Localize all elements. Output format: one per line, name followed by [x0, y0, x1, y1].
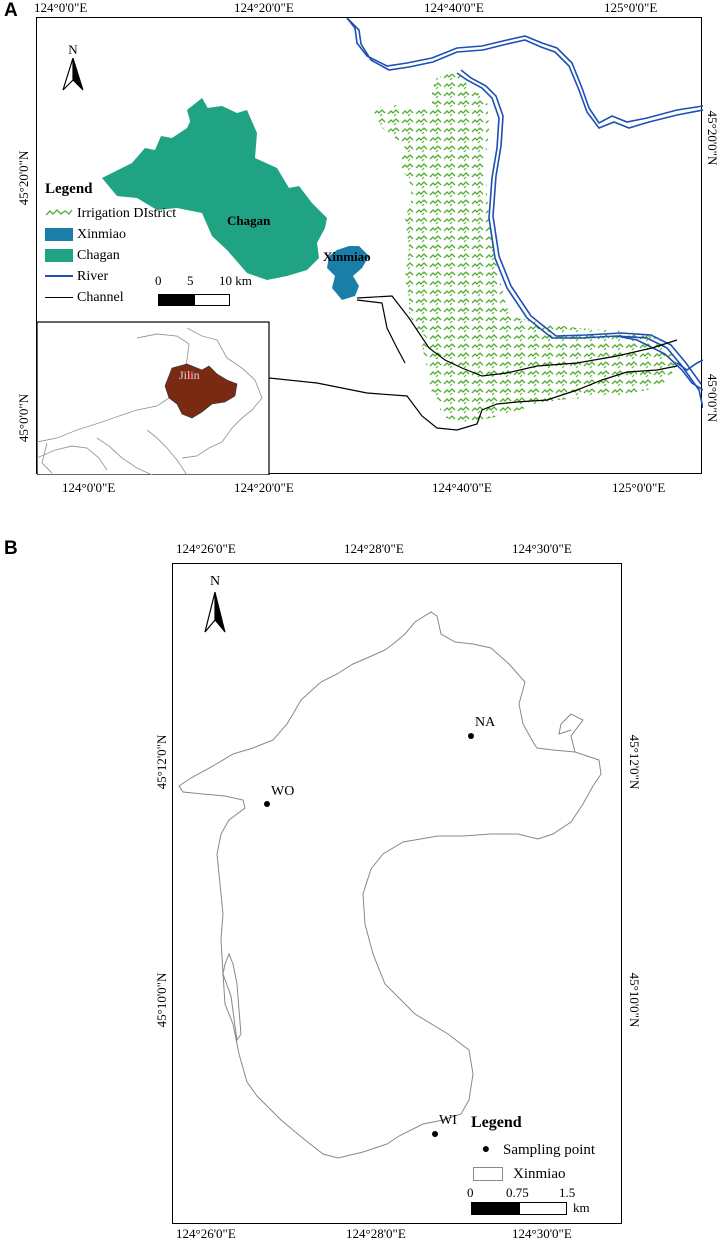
legend-label: Channel: [77, 290, 124, 305]
legend-item-sampling: ● Sampling point: [473, 1141, 595, 1159]
legend-label: River: [77, 269, 109, 284]
legend-label: Xinmiao: [77, 227, 126, 242]
chagan-lake: [227, 163, 237, 176]
legend-label: Chagan: [77, 248, 120, 263]
sampling-point-na: [468, 733, 474, 739]
map-b-frame: NA WO WI N Legend ● Sampling point Xinmi…: [172, 563, 622, 1224]
chagan-lake: [232, 118, 242, 130]
legend-title: Legend: [471, 1114, 522, 1131]
jilin-province: [164, 363, 238, 419]
sampling-point-wi: [432, 1131, 438, 1137]
xinmiao-outline: [558, 713, 584, 753]
chagan-label: Chagan: [227, 213, 271, 228]
inset-frame: [37, 321, 270, 475]
river-lines: [346, 18, 703, 409]
irrigation-district: [372, 73, 677, 422]
xinmiao-swatch: [473, 1167, 503, 1182]
scale-tick: 0: [467, 1185, 474, 1200]
chagan-lake: [187, 98, 209, 128]
scale-tick: 1.5: [559, 1185, 576, 1200]
coord-left: 45°20'0"N: [16, 150, 31, 206]
scale-bar: [471, 1202, 567, 1215]
chagan-lake: [210, 114, 219, 130]
coord-left: 45°10'0"N: [154, 972, 169, 1028]
coord-top: 124°0'0"E: [34, 0, 88, 15]
coord-top: 125°0'0"E: [604, 0, 658, 15]
scale-bar: [158, 294, 230, 306]
coord-top: 124°28'0"E: [344, 541, 404, 556]
coord-bottom: 124°0'0"E: [62, 480, 116, 495]
river-swatch: [45, 275, 73, 278]
point-label-wo: WO: [271, 784, 295, 799]
panel-b-letter: B: [4, 538, 18, 559]
xinmiao-swatch: [45, 227, 73, 241]
panel-a-letter: A: [4, 0, 18, 21]
coord-top: 124°40'0"E: [424, 0, 484, 15]
scale-tick: 5: [187, 273, 194, 288]
coord-right: 45°20'0"N: [705, 110, 720, 166]
point-label-wi: WI: [439, 1113, 457, 1128]
legend-label: Xinmiao: [513, 1166, 566, 1182]
channel-lines: [268, 295, 678, 431]
scale-tick: 10 km: [219, 273, 252, 288]
coord-right: 45°0'0"N: [705, 373, 720, 423]
legend-label: Irrigation DIstrict: [77, 206, 177, 221]
xinmiao-outline: [178, 611, 602, 1159]
legend-label: Sampling point: [503, 1142, 596, 1158]
chagan-lake: [102, 103, 327, 280]
coord-bottom: 124°28'0"E: [346, 1226, 406, 1241]
north-label: N: [68, 42, 78, 57]
legend-title: Legend: [45, 181, 93, 197]
coord-right: 45°10'0"N: [627, 972, 642, 1028]
legend-item-chagan: Chagan: [45, 246, 120, 264]
sampling-point-icon: ●: [481, 1142, 491, 1158]
channel-swatch: [45, 296, 73, 298]
xinmiao-lake: [327, 246, 369, 300]
jilin-label: Jilin: [179, 368, 200, 382]
coord-bottom: 125°0'0"E: [612, 480, 666, 495]
legend-item-xinmiao: Xinmiao: [473, 1165, 566, 1183]
coord-top: 124°20'0"E: [234, 0, 294, 15]
legend-item-channel: Channel: [45, 288, 124, 306]
coord-top: 124°26'0"E: [176, 541, 236, 556]
scale-tick: 0.75: [506, 1185, 529, 1200]
north-label: N: [209, 574, 221, 589]
coord-right: 45°12'0"N: [627, 734, 642, 790]
chagan-swatch: [45, 248, 73, 262]
legend-item-irrigation: Irrigation DIstrict: [45, 204, 176, 222]
study-area-marker: [188, 374, 192, 378]
north-arrow-icon: [62, 58, 84, 91]
coord-left: 45°12'0"N: [154, 734, 169, 790]
legend-item-xinmiao: Xinmiao: [45, 225, 126, 243]
legend-item-river: River: [45, 267, 108, 285]
north-arrow-icon: [204, 592, 226, 633]
map-a-canvas: [37, 18, 703, 475]
coord-bottom: 124°26'0"E: [176, 1226, 236, 1241]
scale-unit: km: [573, 1200, 590, 1215]
scale-tick: 0: [155, 273, 162, 288]
xinmiao-outline: [222, 952, 242, 1042]
map-b-canvas: [178, 611, 602, 1159]
irrigation-swatch-icon: [45, 209, 73, 216]
coord-left: 45°0'0"N: [16, 393, 31, 443]
coord-bottom: 124°30'0"E: [512, 1226, 572, 1241]
map-a-frame: N Chagan Xinmiao Jilin Legend Irrigation…: [36, 17, 703, 475]
sampling-point-wo: [264, 801, 270, 807]
point-label-na: NA: [475, 715, 496, 730]
coord-bottom: 124°40'0"E: [432, 480, 492, 495]
coord-bottom: 124°20'0"E: [234, 480, 294, 495]
coord-top: 124°30'0"E: [512, 541, 572, 556]
xinmiao-label: Xinmiao: [323, 249, 371, 264]
